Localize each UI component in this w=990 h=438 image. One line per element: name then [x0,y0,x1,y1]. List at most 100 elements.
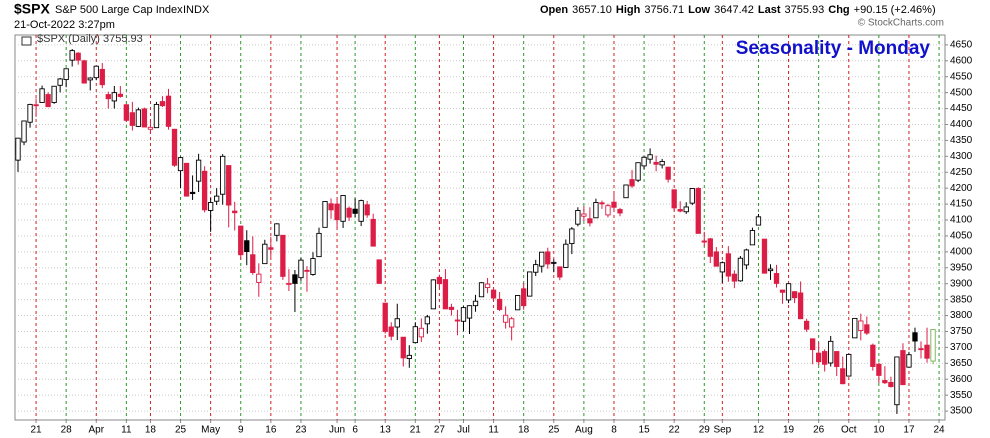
candle-body [394,318,400,328]
y-tick-label: 4500 [950,87,973,98]
y-tick-label: 4300 [950,151,973,162]
y-tick-label: 4050 [950,231,973,242]
x-tick-label: Aug [575,425,593,436]
y-tick-label: 4650 [950,40,973,51]
candle-body [292,274,298,284]
candle-body [298,259,304,279]
annotation: Seasonality - Monday [736,38,931,59]
x-tick-label: 24 [933,425,945,436]
candle-body [791,291,798,299]
candle-body [472,300,479,307]
candle-body [262,243,268,265]
candle-body [834,351,840,367]
candle-body [27,103,33,123]
y-tick-label: 3750 [950,326,973,337]
candle-body [382,302,388,332]
candle-body [689,188,695,204]
candle-body [214,195,220,202]
header: $SPX S&P 500 Large Cap Index INDX 21-Oct… [14,1,944,31]
x-tick-label: May [201,425,220,436]
x-tick-label: 11 [121,425,132,436]
candle-body [135,109,142,127]
candle-body [21,120,27,143]
candle-body [797,292,804,320]
candle-body [334,203,340,221]
x-tick-label: Apr [88,425,104,436]
datetime: 21-Oct-2022 3:27pm [14,19,115,31]
candle-body [912,332,918,342]
last: 3755.93 [785,4,825,16]
candle-body [105,94,111,100]
candle-body [177,157,184,172]
candle-body [376,259,382,284]
x-tick-label: 15 [639,425,651,436]
y-tick-label: 3950 [950,262,973,273]
candle-body [508,318,515,328]
candle-body [460,307,467,322]
candle-body [448,306,455,310]
candle-body [123,104,130,121]
chg: +90.15 (+2.46%) [854,4,936,16]
x-tick-label: 21 [410,425,422,436]
candle-body [388,326,394,337]
candle-body [533,264,539,273]
candle-body [111,92,117,102]
chg-label: Chg [828,4,849,16]
candle-body [129,112,136,126]
candle-body [581,213,587,217]
exchange: INDX [183,4,210,16]
symbol: $SPX [14,1,50,17]
candle-body [816,352,822,363]
last-label: Last [758,4,781,16]
x-tick-label: 25 [175,425,187,436]
x-tick-label: 28 [61,425,73,436]
candle-body [809,338,816,351]
candle-body [51,85,57,103]
candle-body [719,262,725,273]
x-tick-label: Jul [457,425,470,436]
x-tick-label: 22 [669,425,681,436]
candle-body [370,218,376,247]
candle-body [346,207,352,218]
high-label: High [616,4,641,16]
y-tick-label: 3550 [950,390,973,401]
candle-body [75,52,81,61]
x-tick-label: 23 [295,425,307,436]
y-tick-label: 4450 [950,103,973,114]
open: 3657.10 [572,4,612,16]
y-tick-label: 4150 [950,199,973,210]
y-tick-label: 3850 [950,294,973,305]
y-tick-label: 3650 [950,358,973,369]
candle-body [442,279,449,310]
candle-body [569,228,575,245]
candle-body [400,336,406,359]
candle-body [195,159,202,182]
x-tick-label: 27 [434,425,446,436]
candle-body [888,381,894,388]
candle-body [352,208,358,214]
candle-body [250,254,256,274]
candle-body [924,344,930,359]
candle-body [521,288,527,307]
x-tick-label: Jun [329,425,345,436]
candle-body [858,320,864,331]
candle-body [785,283,792,301]
candle-body [749,230,756,246]
candle-body [755,216,762,226]
y-tick-label: 4100 [950,215,973,226]
legend-icon [21,36,32,46]
y-tick-label: 3500 [950,406,973,417]
y-tick-label: 4400 [950,119,973,130]
candle-body [683,206,689,213]
candle-body [659,160,665,166]
candle-body [737,257,744,282]
candle-body [635,162,641,181]
candle-body [232,210,238,214]
candle-body [484,283,491,288]
candle-body [918,348,924,351]
y-tick-label: 4200 [950,183,973,194]
candle-body [593,202,599,219]
y-tick-label: 4550 [950,71,973,82]
candle-body [39,88,45,103]
